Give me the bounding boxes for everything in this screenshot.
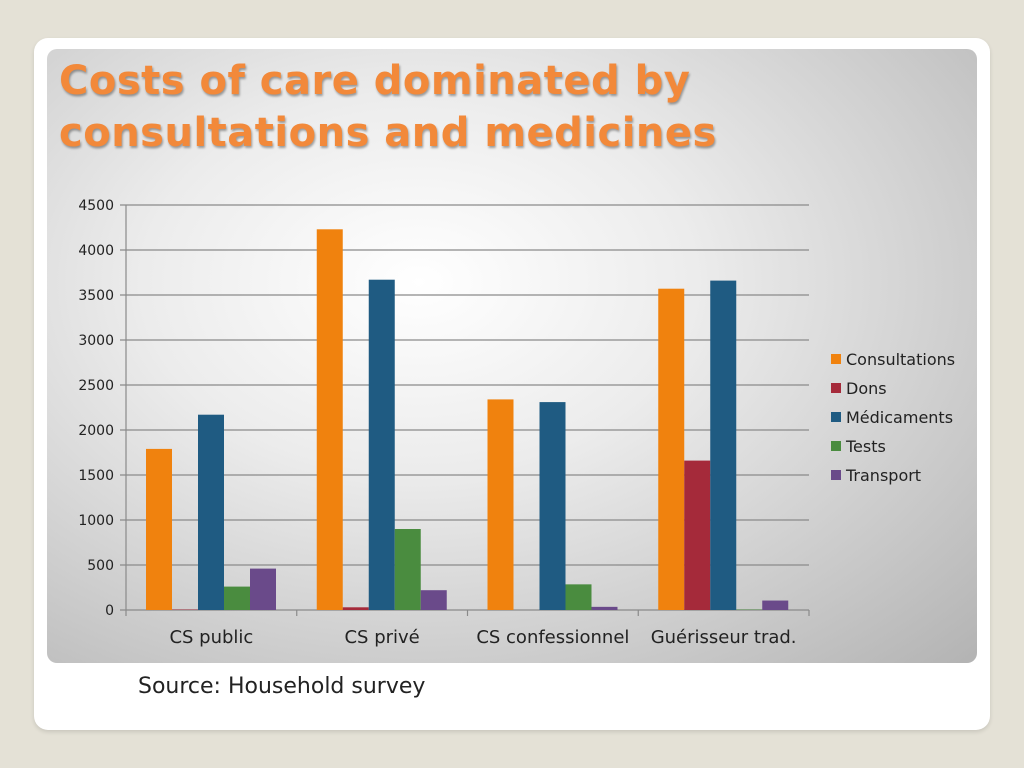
- bars: [146, 229, 789, 611]
- y-tick-label: 4500: [78, 198, 114, 214]
- y-tick-label: 1500: [78, 468, 114, 484]
- y-tick-label: 500: [87, 558, 114, 574]
- bar-consultations-1: [316, 229, 343, 611]
- y-tick-label: 0: [105, 603, 114, 619]
- legend-label: Consultations: [846, 350, 955, 369]
- source-note: Source: Household survey: [138, 674, 426, 699]
- legend-label: Médicaments: [846, 408, 953, 427]
- x-category-label: Guérisseur trad.: [651, 627, 797, 648]
- bar-transport-0: [250, 568, 276, 610]
- x-category-label: CS confessionnel: [476, 627, 629, 648]
- legend-swatch-tests: [831, 441, 841, 451]
- bar-transport-2: [591, 606, 618, 610]
- bar-consultations-0: [146, 448, 172, 610]
- slide-title: Costs of care dominated by consultations…: [59, 55, 717, 159]
- slide: Costs of care dominated by consultations…: [34, 38, 990, 730]
- bar-chart: 0 500 1000 1500 2000 2500 3000 3500 4000 4500 CS …: [78, 198, 955, 648]
- bar-consultations-3: [658, 288, 685, 610]
- legend-swatch-consultations: [831, 354, 841, 364]
- y-axis-ticks: 0 500 1000 1500 2000 2500 3000 3500 4000 4500: [78, 198, 114, 619]
- bar-tests-0: [224, 586, 250, 610]
- legend-swatch-dons: [831, 383, 841, 393]
- legend-label: Tests: [845, 437, 886, 456]
- legend-swatch-transport: [831, 470, 841, 480]
- bar-dons-3: [684, 460, 711, 610]
- bar-transport-1: [420, 590, 447, 610]
- y-tick-label: 1000: [78, 513, 114, 529]
- y-tick-label: 3500: [78, 288, 114, 304]
- y-tick-label: 2000: [78, 423, 114, 439]
- bar-tests-1: [394, 529, 421, 610]
- bar-dons-1: [342, 607, 369, 610]
- bar-m-dicaments-2: [539, 402, 566, 610]
- x-axis: CS public CS privé CS confessionnel Guériss…: [125, 610, 810, 648]
- legend-label: Dons: [846, 379, 887, 398]
- legend-label: Transport: [845, 466, 921, 485]
- y-tick-label: 2500: [78, 378, 114, 394]
- bar-m-dicaments-1: [368, 279, 395, 610]
- bar-consultations-2: [487, 399, 514, 610]
- bar-m-dicaments-0: [198, 414, 224, 610]
- legend-swatch-m-dicaments: [831, 412, 841, 422]
- bar-m-dicaments-3: [710, 280, 737, 610]
- legend: Consultations Dons Médicaments Tests Transpo…: [831, 350, 955, 485]
- x-category-label: CS public: [169, 627, 253, 648]
- y-tick-label: 4000: [78, 243, 114, 259]
- bar-transport-3: [762, 600, 789, 610]
- y-tick-label: 3000: [78, 333, 114, 349]
- bar-tests-2: [565, 584, 592, 610]
- title-line-2: consultations and medicines: [59, 110, 717, 156]
- x-category-label: CS privé: [344, 627, 419, 648]
- title-line-1: Costs of care dominated by: [59, 58, 691, 104]
